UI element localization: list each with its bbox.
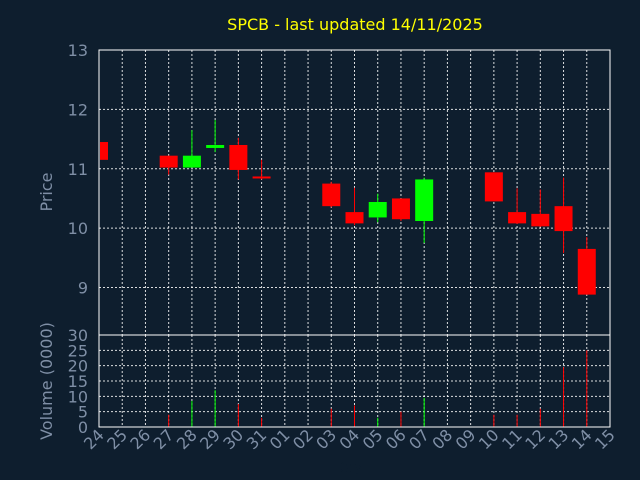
price-tick-label: 12 xyxy=(68,100,88,119)
chart-title: SPCB - last updated 14/11/2025 xyxy=(227,15,483,34)
candle-body xyxy=(345,212,364,224)
x-axis-ticks: 2425262728293031010203040506070809101112… xyxy=(80,425,619,453)
x-tick-label: 15 xyxy=(591,425,619,453)
candle-body xyxy=(182,155,201,168)
candle xyxy=(508,188,527,224)
candle-body xyxy=(252,176,271,179)
volume-tick-label: 15 xyxy=(68,372,88,391)
candle xyxy=(531,189,550,227)
candle xyxy=(182,130,201,168)
volume-tick-label: 25 xyxy=(68,341,88,360)
candle xyxy=(577,237,596,295)
candle-body xyxy=(391,198,410,220)
candle xyxy=(252,159,271,180)
candle-body xyxy=(159,155,178,168)
candles xyxy=(98,120,596,295)
volume-bars xyxy=(168,350,588,427)
price-panel: 9 10 11 12 13 xyxy=(68,41,611,336)
candle-body xyxy=(554,206,573,232)
volume-tick-label: 20 xyxy=(68,357,88,376)
candle xyxy=(368,193,387,223)
candle-body xyxy=(415,179,434,221)
candle xyxy=(484,172,503,202)
candle-body xyxy=(577,248,596,295)
volume-axis-label: Volume (0000) xyxy=(37,322,56,440)
volume-tick-label: 30 xyxy=(68,326,88,345)
candle-body xyxy=(100,142,108,160)
candle-body xyxy=(484,172,503,202)
price-tick-label: 9 xyxy=(78,279,88,298)
candle xyxy=(415,177,434,243)
candle xyxy=(391,198,410,221)
candle xyxy=(345,187,364,226)
candle xyxy=(229,137,248,180)
price-y-ticks: 9 10 11 12 13 xyxy=(68,41,88,298)
candle xyxy=(206,120,225,153)
candle xyxy=(322,181,341,208)
x-axis-label: Day xyxy=(334,460,362,476)
candle xyxy=(554,177,573,254)
price-tick-label: 11 xyxy=(68,160,88,179)
price-tick-label: 10 xyxy=(68,219,88,238)
volume-plot-frame xyxy=(98,334,611,428)
candle-body xyxy=(206,145,225,148)
volume-tick-label: 0 xyxy=(78,418,88,437)
candle-body xyxy=(229,145,248,170)
candle-body xyxy=(368,202,387,218)
candle-body xyxy=(531,213,550,227)
price-tick-label: 13 xyxy=(68,41,88,60)
candle-body xyxy=(322,183,341,207)
price-axis-label: Price xyxy=(37,172,56,211)
volume-tick-label: 10 xyxy=(68,387,88,406)
candle xyxy=(98,142,108,160)
candle-body xyxy=(508,212,527,224)
volume-tick-label: 5 xyxy=(78,403,88,422)
candle xyxy=(159,155,178,175)
